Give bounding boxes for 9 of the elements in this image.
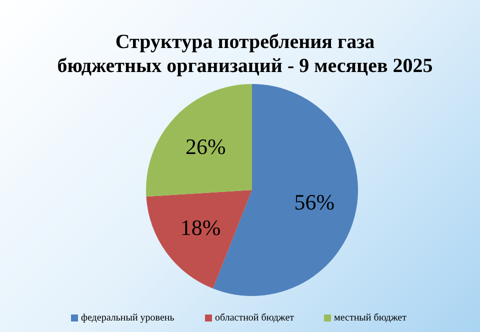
pie-slice bbox=[146, 84, 252, 197]
data-label: 18% bbox=[180, 214, 221, 240]
data-label: 26% bbox=[185, 134, 226, 159]
legend-label: федеральный уровень bbox=[81, 312, 175, 324]
legend-label: областной бюджет bbox=[215, 312, 295, 324]
data-label: 56% bbox=[294, 189, 335, 214]
pie-slice bbox=[146, 190, 252, 289]
legend-label: местный бюджет bbox=[334, 312, 408, 324]
chart-title: Структура потребления газа бюджетных организаций - 9 месяцев 2025 bbox=[57, 31, 433, 77]
